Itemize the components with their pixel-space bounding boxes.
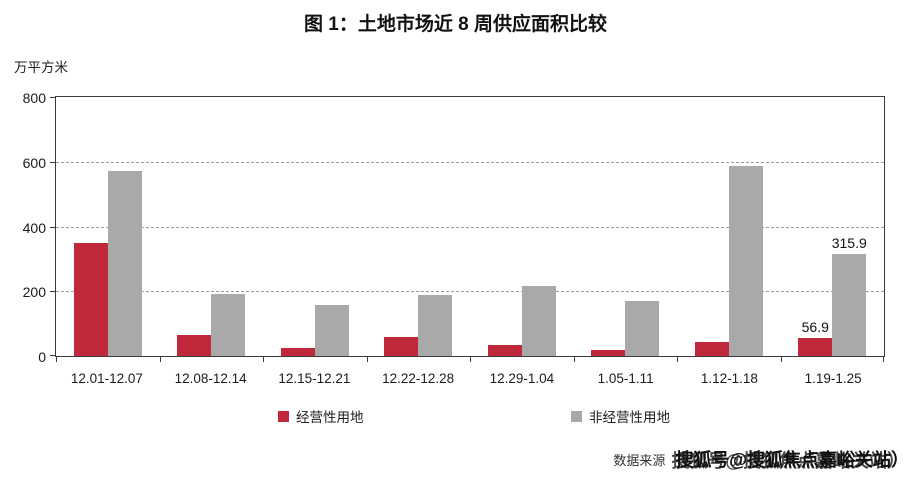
bar-非经营性用地-1.12-1.18 (728, 165, 763, 356)
x-axis-tick (366, 357, 368, 362)
chart-title: 图 1：土地市场近 8 周供应面积比较 (304, 14, 607, 35)
bar-非经营性用地-1.19-1.25 (832, 253, 867, 356)
x-axis-tick (56, 357, 57, 362)
x-tick-label: 1.19-1.25 (804, 371, 862, 386)
y-tick-label: 400 (22, 219, 46, 236)
legend-item-非经营性用地: 非经营性用地 (571, 406, 670, 426)
x-tick-label: 1.05-1.11 (597, 371, 654, 386)
x-tick-label: 12.15-12.21 (278, 371, 351, 386)
bar-经营性用地-12.08-12.14 (177, 334, 212, 356)
data-label: 315.9 (831, 234, 867, 251)
y-axis-tick (50, 291, 55, 293)
bar-非经营性用地-12.01-12.07 (107, 171, 142, 356)
gridline-600 (56, 161, 884, 163)
y-axis-tick (50, 226, 55, 228)
y-tick-label: 200 (22, 284, 46, 301)
plot-area: 56.9 315.9 (50, 96, 885, 362)
bar-经营性用地-12.22-12.28 (384, 336, 419, 356)
bar-非经营性用地-12.22-12.28 (418, 294, 453, 356)
x-tick-label: 12.08-12.14 (174, 371, 247, 386)
bar-非经营性用地-12.29-1.04 (521, 286, 556, 356)
y-tick-label: 800 (22, 90, 46, 106)
y-axis-title: 万平方米 (14, 60, 68, 75)
legend-swatch (571, 410, 582, 422)
x-axis-tick (780, 357, 782, 362)
bar-经营性用地-1.19-1.25 (798, 337, 833, 356)
x-axis-tick-labels: 12.01-12.07 12.08-12.14 12.15-12.21 12.22-1… (55, 371, 885, 386)
x-axis-tick (883, 357, 884, 362)
bar-非经营性用地-1.05-1.11 (625, 300, 660, 356)
x-tick-label: 1.12-1.18 (700, 371, 758, 386)
watermark-text: 搜狐号@搜狐焦点嘉峪关站） (675, 450, 909, 470)
y-tick-label: 600 (22, 154, 46, 171)
x-axis-tick (573, 357, 575, 362)
x-axis-tick (470, 357, 471, 362)
x-tick-label: 12.22-12.28 (382, 371, 455, 386)
data-label: 56.9 (801, 318, 829, 335)
gridline-400 (56, 226, 884, 228)
x-tick-label: 12.29-1.04 (489, 371, 555, 386)
bar-经营性用地-1.05-1.11 (591, 349, 626, 356)
x-tick-label: 12.01-12.07 (70, 371, 143, 386)
bar-经营性用地-1.12-1.18 (694, 341, 729, 356)
y-tick-label: 0 (38, 349, 46, 365)
legend-label: 非经营性用地 (589, 410, 670, 425)
source-note: 数据来源 搜狐号@搜狐焦点嘉峪关站） 搜狐号@搜狐焦点嘉峪关站） (613, 446, 909, 472)
gridline-200 (56, 291, 884, 293)
watermark: 搜狐号@搜狐焦点嘉峪关站） 搜狐号@搜狐焦点嘉峪关站） (671, 446, 909, 472)
bar-非经营性用地-12.15-12.21 (314, 305, 349, 356)
watermark-ghost-text: 搜狐号@搜狐焦点嘉峪关站） (671, 451, 905, 471)
x-axis-tick (263, 357, 264, 362)
y-axis-tick (50, 97, 55, 98)
legend-label: 经营性用地 (296, 410, 364, 425)
bar-非经营性用地-12.08-12.14 (211, 293, 246, 356)
bar-经营性用地-12.01-12.07 (73, 243, 108, 356)
x-axis-tick (159, 357, 161, 362)
y-axis-tick (50, 161, 55, 163)
y-axis-tick-labels: 0 200 400 600 800 (0, 90, 46, 365)
bar-经营性用地-12.29-1.04 (487, 344, 522, 356)
y-axis-tick (50, 355, 55, 356)
bar-经营性用地-12.15-12.21 (280, 348, 315, 356)
legend-swatch (278, 410, 289, 422)
source-label: 数据来源 (613, 453, 666, 468)
legend-item-经营性用地: 经营性用地 (278, 406, 364, 426)
x-axis-tick (677, 357, 678, 362)
